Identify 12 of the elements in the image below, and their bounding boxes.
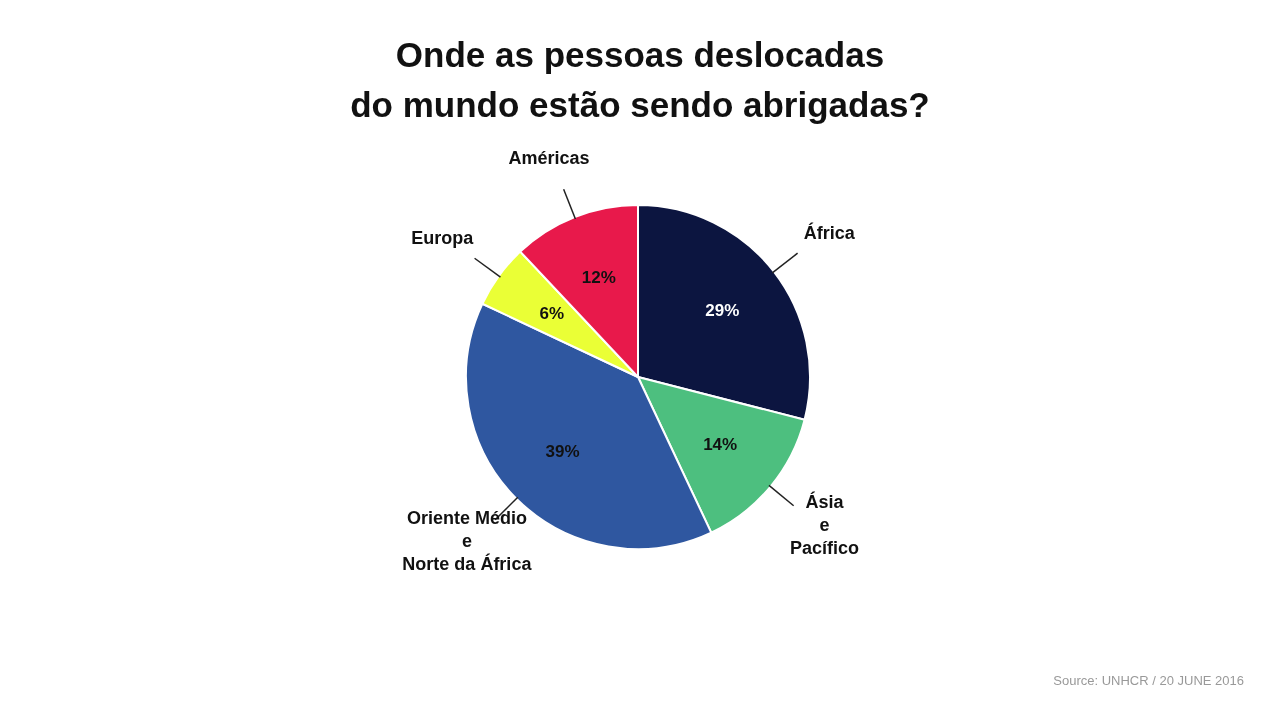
source-note: Source: UNHCR / 20 JUNE 2016 bbox=[1053, 673, 1244, 688]
data-label: 6% bbox=[539, 304, 565, 324]
data-label: 29% bbox=[705, 301, 740, 321]
chart-title: Onde as pessoas deslocadas do mundo estão sendo abrigadas? bbox=[349, 34, 931, 126]
slice-label: África bbox=[803, 221, 856, 243]
data-label: 12% bbox=[581, 267, 616, 287]
slice-label: Oriente Médio e Norte da África bbox=[402, 508, 533, 575]
slice-label: Ásia e Pacífico bbox=[789, 491, 859, 559]
data-label: 39% bbox=[545, 442, 580, 462]
slice-label: Américas bbox=[508, 148, 590, 169]
slice-label: Europa bbox=[411, 228, 475, 249]
data-label: 14% bbox=[703, 434, 738, 454]
